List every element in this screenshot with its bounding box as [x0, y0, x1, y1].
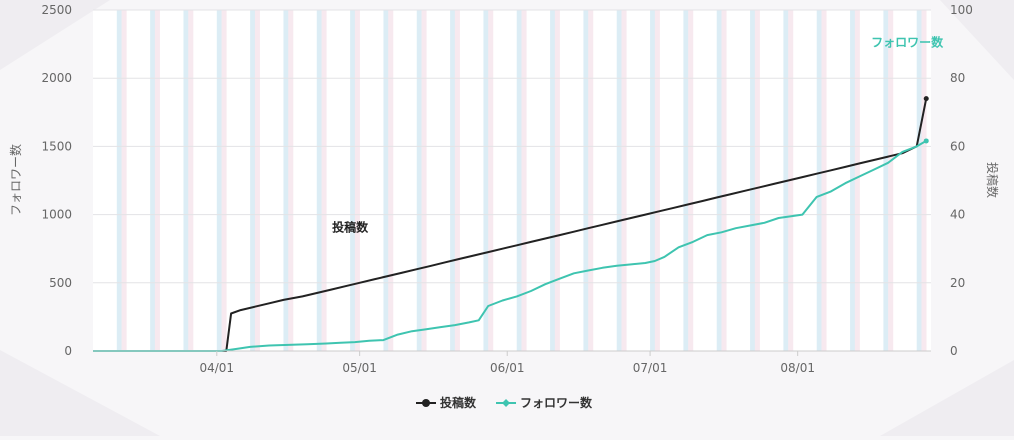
legend-item: フォロワー数	[496, 395, 593, 410]
series-end-point	[923, 138, 929, 144]
decor-shape	[940, 0, 1014, 80]
y-left-tick-label: 2000	[41, 71, 72, 85]
y-right-tick-label: 80	[950, 71, 965, 85]
x-tick-label: 04/01	[199, 361, 234, 375]
y-right-tick-label: 0	[950, 344, 958, 358]
sunday-band	[588, 10, 594, 351]
y-right-tick-label: 100	[950, 3, 973, 17]
sunday-band	[188, 10, 194, 351]
decor-shape	[0, 0, 110, 70]
legend-marker	[422, 399, 430, 407]
saturday-band	[683, 10, 689, 351]
series-end-point	[923, 96, 929, 102]
saturday-band	[150, 10, 156, 351]
annotations: 投稿数 フォロワー数	[332, 34, 944, 234]
decor-shape	[0, 350, 160, 436]
y-left-tick-label: 1500	[41, 139, 72, 153]
saturday-band	[583, 10, 589, 351]
sunday-band	[821, 10, 827, 351]
legend: 投稿数 フォロワー数	[416, 395, 593, 410]
sunday-band	[854, 10, 860, 351]
saturday-band	[183, 10, 189, 351]
y-left-tick-label: 2500	[41, 3, 72, 17]
legend-label: フォロワー数	[520, 395, 593, 410]
saturday-band	[516, 10, 522, 351]
series-annotation: 投稿数	[332, 219, 369, 234]
sunday-band	[121, 10, 127, 351]
saturday-band	[316, 10, 322, 351]
sunday-band	[754, 10, 760, 351]
series	[93, 96, 929, 352]
legend-marker	[502, 399, 511, 407]
sunday-band	[721, 10, 727, 351]
legend-label: 投稿数	[440, 395, 477, 410]
series-annotation: フォロワー数	[871, 34, 944, 49]
x-tick-label: 07/01	[633, 361, 668, 375]
sunday-band	[921, 10, 927, 351]
y-right-tick-label: 40	[950, 208, 965, 222]
y-right-tick-label: 60	[950, 139, 965, 153]
series-line-posts	[93, 98, 928, 352]
sunday-band	[321, 10, 327, 351]
y-right-tick-label: 20	[950, 276, 965, 290]
saturday-band	[750, 10, 756, 351]
x-tick-label: 08/01	[780, 361, 815, 375]
y-right-axis-title: 投稿数	[985, 162, 1000, 198]
x-tick-label: 05/01	[342, 361, 377, 375]
sunday-band	[354, 10, 360, 351]
saturday-band	[383, 10, 389, 351]
sunday-band	[888, 10, 894, 351]
series-line-followers	[93, 140, 927, 352]
sunday-band	[521, 10, 527, 351]
saturday-band	[416, 10, 422, 351]
sunday-band	[454, 10, 460, 351]
saturday-band	[816, 10, 822, 351]
sunday-band	[254, 10, 260, 351]
sunday-band	[488, 10, 494, 351]
saturday-band	[216, 10, 222, 351]
y-left-tick-label: 500	[49, 276, 72, 290]
sunday-band	[288, 10, 294, 351]
axes: 0 500 1000 1500 2000 2500 0 20 40 60 80 100 04/01 05/…	[8, 3, 1000, 375]
saturday-band	[916, 10, 922, 351]
y-left-tick-label: 0	[64, 344, 72, 358]
saturday-band	[550, 10, 556, 351]
saturday-band	[350, 10, 356, 351]
y-left-axis-title: フォロワー数	[8, 144, 23, 216]
legend-item: 投稿数	[416, 395, 477, 410]
decor-shape	[880, 360, 1014, 436]
saturday-band	[250, 10, 256, 351]
sunday-band	[221, 10, 227, 351]
x-tick-label: 06/01	[490, 361, 525, 375]
sunday-band	[388, 10, 394, 351]
saturday-band	[616, 10, 622, 351]
saturday-band	[283, 10, 289, 351]
saturday-band	[650, 10, 656, 351]
saturday-band	[883, 10, 889, 351]
sunday-band	[621, 10, 627, 351]
sunday-band	[654, 10, 660, 351]
y-left-tick-label: 1000	[41, 208, 72, 222]
sunday-band	[421, 10, 427, 351]
saturday-band	[116, 10, 122, 351]
saturday-band	[450, 10, 456, 351]
sunday-band	[154, 10, 160, 351]
saturday-band	[483, 10, 489, 351]
saturday-band	[716, 10, 722, 351]
sunday-band	[688, 10, 694, 351]
sunday-band	[554, 10, 560, 351]
